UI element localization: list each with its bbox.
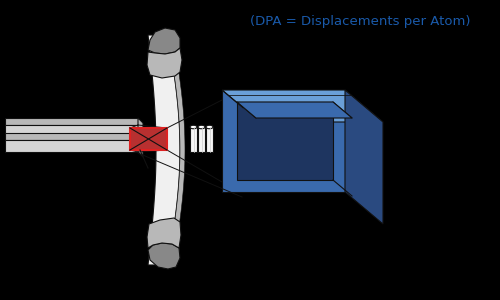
- Polygon shape: [148, 35, 180, 265]
- Polygon shape: [168, 35, 185, 265]
- Ellipse shape: [206, 125, 213, 129]
- Polygon shape: [237, 102, 333, 180]
- Polygon shape: [5, 118, 138, 125]
- Polygon shape: [148, 28, 180, 54]
- Ellipse shape: [198, 125, 205, 129]
- Polygon shape: [5, 125, 138, 137]
- Polygon shape: [138, 133, 143, 157]
- Polygon shape: [222, 90, 345, 192]
- Polygon shape: [147, 48, 182, 78]
- Ellipse shape: [190, 125, 197, 129]
- Polygon shape: [198, 127, 205, 152]
- Polygon shape: [147, 218, 181, 248]
- Polygon shape: [138, 118, 143, 142]
- Text: (DPA = Displacements per Atom): (DPA = Displacements per Atom): [250, 15, 470, 28]
- Polygon shape: [237, 102, 352, 118]
- Polygon shape: [222, 90, 383, 122]
- Polygon shape: [148, 243, 180, 269]
- Polygon shape: [5, 140, 138, 152]
- Polygon shape: [206, 127, 213, 152]
- Polygon shape: [190, 127, 197, 152]
- Polygon shape: [130, 128, 167, 150]
- Polygon shape: [345, 90, 383, 224]
- Polygon shape: [5, 133, 138, 140]
